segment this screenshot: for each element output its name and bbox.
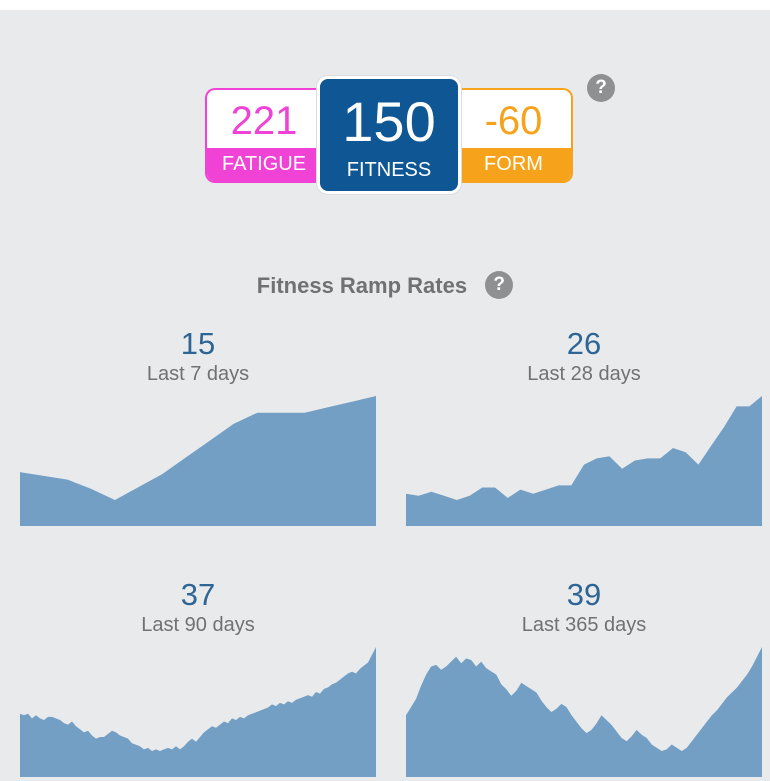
- fitness-area-series: [406, 647, 762, 777]
- fitness-area-series: [406, 396, 762, 526]
- question-mark-icon[interactable]: ?: [587, 74, 615, 102]
- ramp-365-days-chart: [406, 647, 762, 777]
- fatigue-value: 221: [230, 99, 298, 143]
- dashboard-panel: 221 FATIGUE -60 FORM 150 FITNESS ? Fitne…: [0, 10, 770, 781]
- ramp-7-days: 15 Last 7 days: [20, 326, 376, 526]
- ramp-rates-title: Fitness Ramp Rates: [256, 273, 468, 299]
- fitness-label: FITNESS: [346, 159, 432, 181]
- ramp-value: 37: [180, 577, 216, 612]
- ramp-value: 26: [566, 326, 602, 361]
- ramp-period-label: Last 7 days: [146, 363, 250, 385]
- ramp-value: 15: [180, 326, 216, 361]
- fitness-value: 150: [342, 90, 436, 153]
- form-label: FORM: [456, 148, 571, 181]
- question-mark-icon[interactable]: ?: [485, 271, 514, 300]
- fitness-area-series: [20, 647, 376, 777]
- ramp-period-label: Last 90 days: [141, 614, 255, 636]
- ramp-period-label: Last 28 days: [527, 363, 641, 385]
- form-value: -60: [484, 99, 543, 143]
- fatigue-card[interactable]: 221 FATIGUE: [205, 88, 321, 183]
- fitness-card[interactable]: 150 FITNESS: [317, 76, 461, 194]
- fatigue-label: FATIGUE: [207, 148, 321, 181]
- fitness-area-series: [20, 396, 376, 526]
- ramp-7-days-chart: [20, 396, 376, 526]
- ramp-90-days: 37 Last 90 days: [20, 577, 376, 777]
- ramp-rates-heading: Fitness Ramp Rates ?: [0, 271, 770, 300]
- form-card[interactable]: -60 FORM: [456, 88, 573, 183]
- ramp-90-days-chart: [20, 647, 376, 777]
- ramp-period-label: Last 365 days: [521, 614, 647, 636]
- ramp-value: 39: [566, 577, 602, 612]
- ramp-28-days-chart: [406, 396, 762, 526]
- ramp-365-days: 39 Last 365 days: [406, 577, 762, 777]
- ramp-28-days: 26 Last 28 days: [406, 326, 762, 526]
